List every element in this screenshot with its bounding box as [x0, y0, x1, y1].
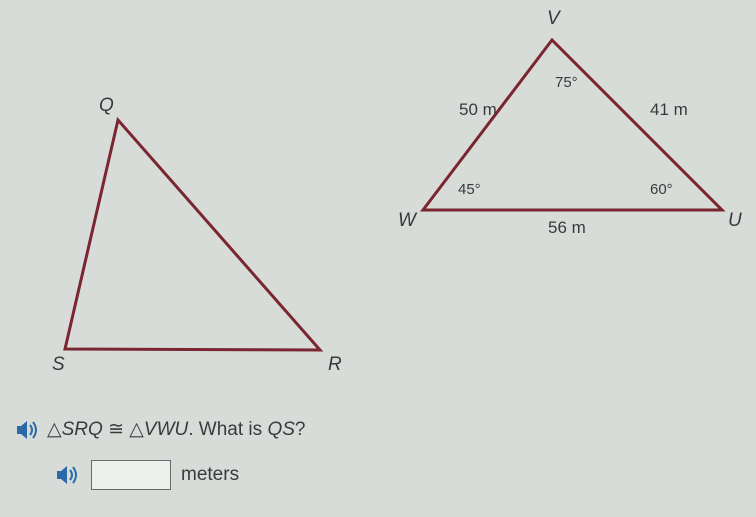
triangle-symbol-1: △ — [47, 419, 62, 440]
vertex-label-q: Q — [99, 95, 114, 117]
question-mark: ? — [295, 419, 306, 440]
vertex-label-u: U — [728, 210, 742, 232]
answer-input[interactable] — [91, 460, 171, 490]
question-target: QS — [267, 419, 294, 440]
triangle-name-1: SRQ — [62, 419, 103, 440]
triangle-srq — [65, 120, 320, 350]
side-label-vu: 41 m — [650, 100, 688, 120]
vertex-label-v: V — [547, 8, 560, 30]
angle-label-v: 75° — [555, 74, 578, 91]
question-tail: . What is — [188, 419, 267, 440]
congruent-symbol: ≅ — [108, 419, 124, 440]
vertex-label-s: S — [52, 354, 65, 376]
triangle-name-2: VWU — [144, 419, 188, 440]
question-text: △SRQ ≅ △VWU. What is QS? — [15, 418, 305, 441]
side-label-vw: 50 m — [459, 100, 497, 120]
triangle-symbol-2: △ — [129, 419, 144, 440]
side-label-wu: 56 m — [548, 218, 586, 238]
audio-icon-2[interactable] — [55, 464, 81, 486]
answer-unit: meters — [181, 464, 239, 486]
vertex-label-r: R — [328, 354, 342, 376]
vertex-label-w: W — [398, 210, 416, 232]
angle-label-u: 60° — [650, 181, 673, 198]
angle-label-w: 45° — [458, 181, 481, 198]
audio-icon[interactable] — [15, 419, 41, 441]
answer-row: meters — [55, 460, 239, 490]
